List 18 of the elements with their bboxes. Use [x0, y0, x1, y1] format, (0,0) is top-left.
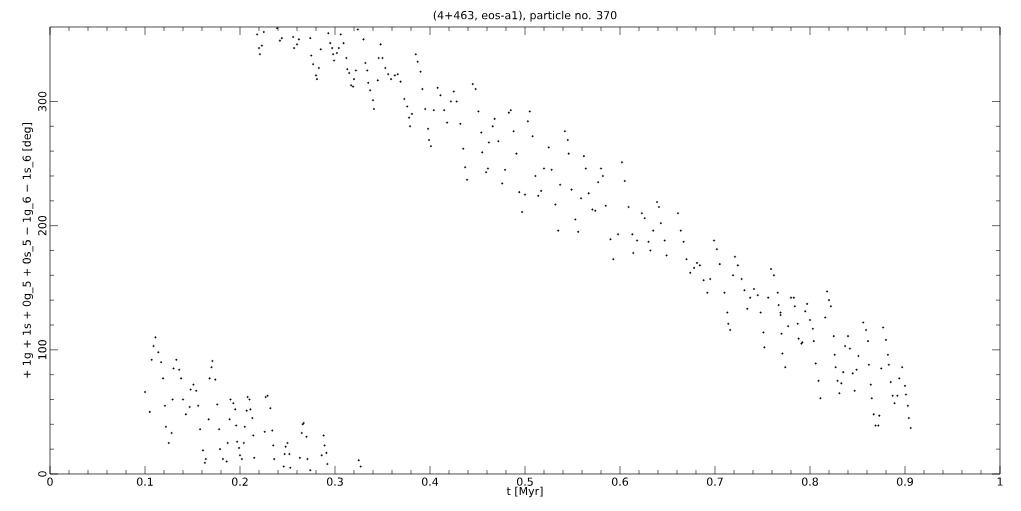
x-tick-label: 0.8 [801, 477, 818, 486]
x-tick-label: 0.3 [326, 477, 343, 486]
x-tick-label: 0.4 [421, 477, 439, 486]
x-tick-label: 0.6 [611, 477, 629, 486]
y-axis-title: + 1g + 1s + 0g_5 + 0s_5 − 1g_6 − 1s_6 [deg] [22, 123, 34, 378]
chart-title: (4+463, eos-a1), particle no. 370 [433, 10, 617, 22]
y-tick-label: 0 [38, 471, 47, 477]
x-axis-title: t [Myr] [506, 486, 543, 498]
y-tick-label: 300 [38, 91, 47, 112]
x-tick-label: 0.9 [896, 477, 913, 486]
y-tick-label: 100 [38, 340, 47, 360]
x-tick-label: 1 [997, 477, 1003, 486]
x-tick-label: 0 [47, 477, 53, 486]
x-tick-label: 0.7 [706, 477, 723, 486]
x-tick-label: 0.2 [231, 477, 248, 486]
x-tick-label: 0.5 [516, 477, 533, 486]
y-tick-label: 200 [38, 215, 47, 236]
x-tick-label: 0.1 [136, 477, 153, 486]
